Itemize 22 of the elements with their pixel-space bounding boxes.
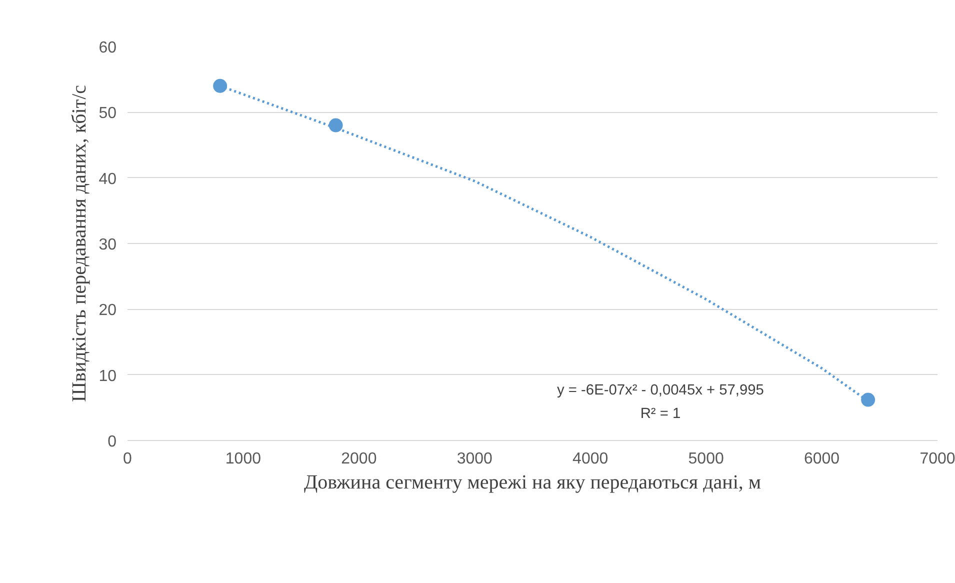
y-tick-label: 40 bbox=[98, 170, 117, 188]
y-tick-label: 30 bbox=[98, 236, 117, 254]
x-tick-label: 2000 bbox=[341, 450, 377, 468]
point bbox=[861, 392, 876, 407]
y-tick-label: 50 bbox=[98, 105, 117, 122]
y-tick-label: 20 bbox=[98, 302, 117, 320]
x-tick-label: 4000 bbox=[572, 450, 608, 468]
x-tick-label: 1000 bbox=[225, 450, 262, 468]
x-tick-label: 3000 bbox=[456, 450, 493, 468]
y-tick-label: 60 bbox=[98, 40, 117, 56]
y-tick-label: 0 bbox=[108, 434, 117, 450]
x-tick-label: 5000 bbox=[688, 450, 724, 468]
x-tick-label: 7000 bbox=[920, 450, 955, 468]
y-tick-label: 10 bbox=[98, 368, 117, 385]
point bbox=[213, 78, 228, 93]
annotation: R² = 1 bbox=[640, 406, 681, 422]
x-tick-label: 0 bbox=[123, 450, 132, 468]
point bbox=[328, 118, 343, 132]
x-tick-label: 6000 bbox=[804, 450, 840, 468]
annotation: y = -6E-07x² - 0,0045x + 57,995 bbox=[557, 382, 764, 398]
x-axis-title: Довжина сегменту мережі на яку передаються дані, м bbox=[304, 472, 762, 494]
y-axis-title: Швидкість передавання даних, кбіт/с bbox=[68, 84, 91, 402]
